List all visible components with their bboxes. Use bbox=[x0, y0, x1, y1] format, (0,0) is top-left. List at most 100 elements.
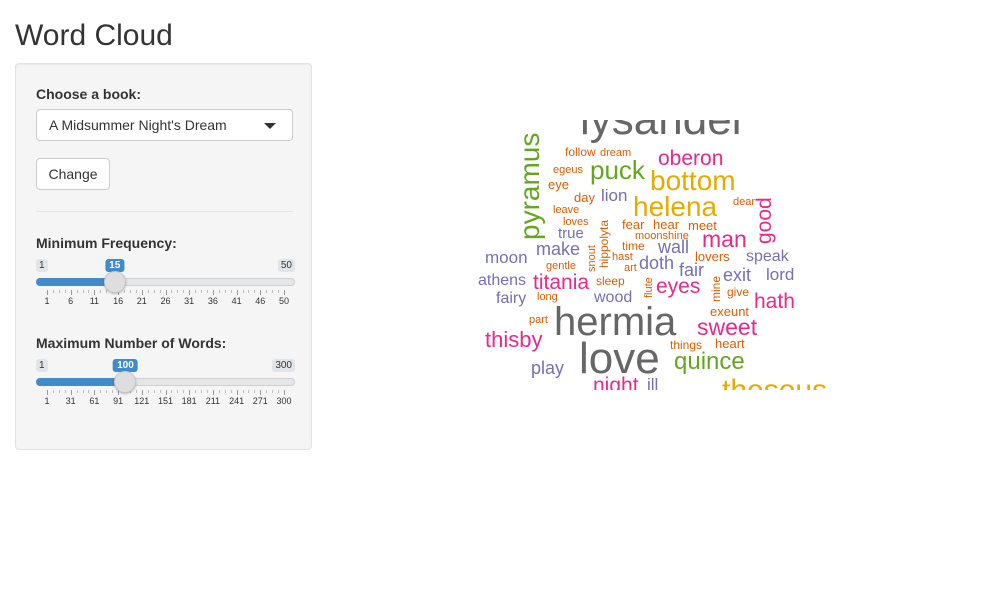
slider-tick-label: 26 bbox=[160, 296, 171, 306]
word-moonshine: moonshine bbox=[635, 230, 689, 242]
slider-minor-tick bbox=[100, 390, 102, 393]
slider-tick-label: 61 bbox=[89, 396, 100, 406]
slider-minor-tick bbox=[183, 290, 185, 293]
slider-minor-tick bbox=[272, 390, 274, 393]
word-meet: meet bbox=[688, 218, 717, 233]
slider-tick bbox=[189, 390, 191, 395]
word-theseus: theseus bbox=[722, 376, 827, 391]
slider-minor-tick bbox=[147, 390, 149, 393]
slider-tick-label: 211 bbox=[205, 396, 221, 406]
slider-tick bbox=[260, 390, 262, 395]
slider-minor-tick bbox=[266, 390, 268, 393]
min-frequency-label: Minimum Frequency: bbox=[36, 235, 177, 251]
word-hath: hath bbox=[754, 290, 795, 313]
slider-minor-tick bbox=[254, 390, 256, 393]
word-time: time bbox=[622, 239, 645, 253]
slider-tick-label: 300 bbox=[276, 396, 292, 406]
word-flute: flute bbox=[643, 277, 655, 298]
slider-handle[interactable] bbox=[114, 371, 137, 393]
word-exit: exit bbox=[723, 265, 752, 285]
max-words-slider[interactable]: 1 300 100 1 31 61 91 121 151 181 211 241 271 300 bbox=[36, 359, 295, 419]
slider-minor-tick bbox=[266, 290, 268, 293]
slider-minor-tick bbox=[230, 290, 232, 293]
slider-minor-tick bbox=[171, 290, 173, 293]
slider-minor-tick bbox=[135, 290, 137, 293]
slider-minor-tick bbox=[124, 290, 126, 293]
word-ill: ill bbox=[647, 375, 659, 390]
word-things: things bbox=[670, 338, 703, 352]
slider-minor-tick bbox=[153, 390, 155, 393]
slider-minor-tick bbox=[112, 390, 114, 393]
word-hippolyta: hippolyta bbox=[597, 219, 611, 268]
word-moon: moon bbox=[485, 248, 528, 267]
slider-tick bbox=[212, 290, 214, 295]
slider-minor-tick bbox=[218, 390, 220, 393]
slider-minor-tick bbox=[82, 390, 84, 393]
slider-tick-label: 271 bbox=[252, 396, 268, 406]
slider-minor-tick bbox=[248, 390, 250, 393]
slider-tick-label: 31 bbox=[184, 296, 195, 306]
slider-minor-tick bbox=[129, 290, 131, 293]
slider-minor-tick bbox=[224, 390, 226, 393]
word-hast: hast bbox=[612, 251, 633, 263]
word-dream: dream bbox=[600, 147, 632, 159]
slider-minor-tick bbox=[82, 290, 84, 293]
slider-minor-tick bbox=[106, 290, 108, 293]
word-sleep: sleep bbox=[596, 274, 625, 288]
slider-tick bbox=[141, 390, 143, 395]
word-puck: puck bbox=[590, 155, 645, 185]
word-night: night bbox=[593, 374, 639, 390]
word-dear: dear bbox=[733, 196, 756, 208]
word-make: make bbox=[536, 239, 581, 259]
slider-tick-label: 21 bbox=[136, 296, 147, 306]
divider bbox=[36, 211, 293, 212]
slider-minor-tick bbox=[201, 390, 203, 393]
min-frequency-slider[interactable]: 1 50 15 1 6 11 16 21 26 31 36 41 46 50 bbox=[36, 259, 295, 319]
slider-tick-label: 241 bbox=[229, 396, 245, 406]
book-select-label: Choose a book: bbox=[36, 86, 142, 102]
slider-min-label: 1 bbox=[36, 259, 48, 272]
word-fear: fear bbox=[622, 217, 645, 232]
slider-tick-label: 46 bbox=[255, 296, 266, 306]
slider-tick bbox=[236, 290, 238, 295]
slider-tick bbox=[118, 290, 120, 295]
word-follow: follow bbox=[565, 145, 596, 159]
word-lord: lord bbox=[766, 265, 795, 284]
slider-tick-label: 1 bbox=[44, 296, 50, 306]
word-thisby: thisby bbox=[485, 327, 543, 352]
word-gentle: gentle bbox=[546, 260, 576, 272]
slider-tick bbox=[236, 390, 238, 395]
slider-minor-tick bbox=[100, 290, 102, 293]
word-helena: helena bbox=[633, 191, 718, 222]
slider-tick-label: 1 bbox=[44, 396, 50, 406]
word-bottom: bottom bbox=[650, 165, 736, 196]
word-fair: fair bbox=[679, 260, 705, 280]
slider-minor-tick bbox=[224, 290, 226, 293]
word-quince: quince bbox=[674, 348, 745, 375]
change-button[interactable]: Change bbox=[36, 158, 110, 190]
slider-tick-label: 121 bbox=[134, 396, 150, 406]
slider-minor-tick bbox=[248, 290, 250, 293]
word-hermia: hermia bbox=[554, 300, 677, 344]
book-select[interactable]: A Midsummer Night's Dream bbox=[36, 109, 293, 141]
word-pyramus: pyramus bbox=[514, 132, 545, 240]
slider-handle[interactable] bbox=[103, 271, 126, 293]
slider-minor-tick bbox=[206, 390, 208, 393]
word-long: long bbox=[537, 291, 558, 303]
slider-minor-tick bbox=[64, 290, 66, 293]
slider-minor-tick bbox=[206, 290, 208, 293]
slider-tick bbox=[70, 290, 72, 295]
slider-tick-label: 36 bbox=[207, 296, 218, 306]
slider-minor-tick bbox=[147, 290, 149, 293]
slider-tick-label: 50 bbox=[278, 296, 290, 306]
slider-minor-tick bbox=[88, 390, 90, 393]
word-lysander: lysander bbox=[580, 120, 746, 142]
slider-tick bbox=[284, 390, 285, 395]
slider-fill bbox=[36, 378, 126, 386]
word-good: good bbox=[753, 197, 776, 244]
word-hear: hear bbox=[653, 217, 680, 232]
page-title: Word Cloud bbox=[15, 19, 173, 52]
slider-minor-tick bbox=[76, 390, 78, 393]
slider-minor-tick bbox=[183, 390, 185, 393]
slider-tick-label: 41 bbox=[231, 296, 242, 306]
